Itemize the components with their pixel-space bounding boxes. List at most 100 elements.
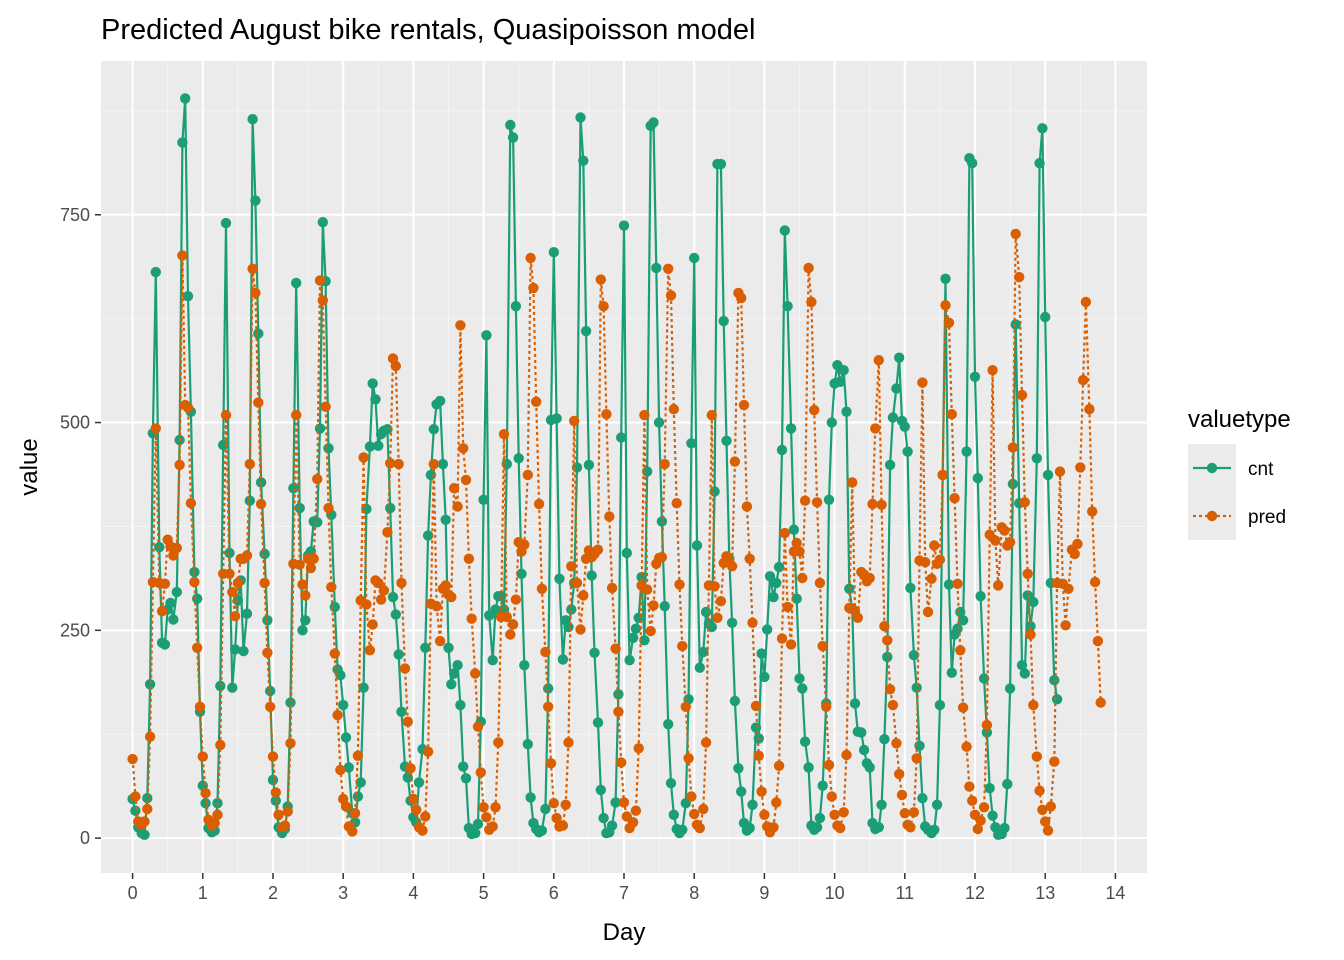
data-point-cnt bbox=[294, 502, 305, 514]
data-point-pred bbox=[686, 791, 697, 802]
data-point-cnt bbox=[630, 623, 642, 634]
data-point-pred bbox=[470, 668, 481, 679]
data-point-pred bbox=[806, 296, 817, 308]
data-point-cnt bbox=[969, 371, 981, 382]
data-point-cnt bbox=[663, 719, 674, 730]
data-point-pred bbox=[294, 559, 305, 570]
data-point-cnt bbox=[180, 93, 191, 104]
data-point-pred bbox=[616, 757, 627, 768]
data-point-pred bbox=[171, 542, 182, 554]
data-point-pred bbox=[232, 577, 244, 589]
data-point-cnt bbox=[978, 673, 990, 684]
data-point-pred bbox=[999, 525, 1010, 536]
data-point-pred bbox=[229, 611, 241, 622]
data-point-pred bbox=[130, 791, 141, 802]
data-point-cnt bbox=[1037, 123, 1048, 134]
data-point-cnt bbox=[458, 761, 469, 772]
data-point-cnt bbox=[554, 573, 565, 584]
data-point-cnt bbox=[984, 783, 995, 794]
data-point-cnt bbox=[648, 117, 659, 128]
data-point-pred bbox=[505, 629, 516, 640]
data-point-cnt bbox=[578, 155, 589, 166]
data-point-pred bbox=[779, 527, 790, 539]
data-point-cnt bbox=[639, 635, 650, 646]
data-point-pred bbox=[267, 751, 279, 762]
data-point-cnt bbox=[917, 793, 928, 804]
data-point-pred bbox=[478, 802, 489, 813]
data-point-pred bbox=[929, 540, 940, 551]
data-point-pred bbox=[329, 648, 340, 659]
data-point-cnt bbox=[799, 736, 811, 747]
data-point-pred bbox=[545, 758, 557, 769]
data-point-pred bbox=[879, 621, 890, 632]
data-point-pred bbox=[665, 290, 677, 301]
data-point-pred bbox=[981, 719, 993, 731]
data-point-cnt bbox=[229, 644, 241, 655]
data-point-cnt bbox=[659, 601, 670, 612]
data-point-pred bbox=[197, 751, 208, 762]
data-point-pred bbox=[750, 700, 762, 712]
data-point-cnt bbox=[182, 291, 194, 302]
data-point-cnt bbox=[247, 114, 258, 125]
data-point-cnt bbox=[1049, 675, 1060, 686]
data-point-cnt bbox=[434, 395, 446, 407]
data-point-pred bbox=[700, 737, 712, 748]
gridlines bbox=[101, 61, 1147, 873]
data-point-pred bbox=[1025, 629, 1036, 640]
data-point-cnt bbox=[396, 706, 407, 717]
data-point-cnt bbox=[726, 617, 738, 628]
data-point-pred bbox=[255, 498, 267, 510]
data-point-cnt bbox=[150, 266, 161, 278]
data-point-pred bbox=[613, 706, 624, 717]
data-point-pred bbox=[285, 738, 296, 749]
data-point-pred bbox=[1034, 785, 1045, 796]
data-point-pred bbox=[768, 822, 779, 833]
data-point-pred bbox=[533, 498, 545, 510]
data-point-pred bbox=[606, 582, 618, 594]
data-point-cnt bbox=[159, 639, 171, 650]
data-point-cnt bbox=[455, 699, 466, 711]
data-point-pred bbox=[698, 803, 709, 815]
data-point-pred bbox=[265, 701, 276, 712]
data-point-cnt bbox=[358, 682, 369, 693]
data-point-pred bbox=[262, 647, 273, 658]
data-point-pred bbox=[352, 750, 364, 761]
data-point-cnt bbox=[373, 440, 384, 451]
data-point-pred bbox=[993, 580, 1004, 591]
data-point-cnt bbox=[422, 530, 434, 541]
data-point-pred bbox=[826, 791, 837, 802]
data-point-pred bbox=[578, 590, 589, 601]
data-point-pred bbox=[540, 646, 551, 658]
data-point-pred bbox=[1045, 801, 1057, 812]
data-point-cnt bbox=[902, 446, 913, 457]
data-point-cnt bbox=[338, 699, 349, 711]
data-point-cnt bbox=[736, 786, 747, 797]
data-point-pred bbox=[627, 817, 639, 828]
data-point-pred bbox=[501, 611, 512, 623]
data-point-pred bbox=[182, 402, 194, 413]
data-point-pred bbox=[847, 477, 858, 488]
data-point-pred bbox=[729, 456, 741, 467]
data-point-cnt bbox=[566, 604, 577, 615]
data-point-pred bbox=[177, 250, 188, 261]
legend-label-pred: pred bbox=[1248, 507, 1286, 528]
y-tick-label: 0 bbox=[80, 828, 90, 848]
data-point-cnt bbox=[1007, 478, 1019, 490]
data-point-pred bbox=[1072, 538, 1083, 550]
data-point-pred bbox=[908, 807, 920, 818]
data-point-cnt bbox=[505, 119, 516, 131]
data-point-pred bbox=[882, 635, 893, 646]
data-point-cnt bbox=[747, 799, 758, 810]
data-point-pred bbox=[987, 365, 998, 376]
x-tick-label: 1 bbox=[198, 883, 208, 903]
data-point-cnt bbox=[481, 330, 492, 341]
data-point-pred bbox=[803, 262, 814, 274]
data-point-cnt bbox=[940, 273, 951, 284]
data-point-pred bbox=[814, 577, 826, 589]
x-tick-label: 11 bbox=[895, 883, 914, 903]
data-point-pred bbox=[142, 803, 153, 815]
data-point-cnt bbox=[1002, 778, 1013, 790]
data-point-pred bbox=[706, 409, 717, 421]
data-point-cnt bbox=[633, 612, 644, 623]
